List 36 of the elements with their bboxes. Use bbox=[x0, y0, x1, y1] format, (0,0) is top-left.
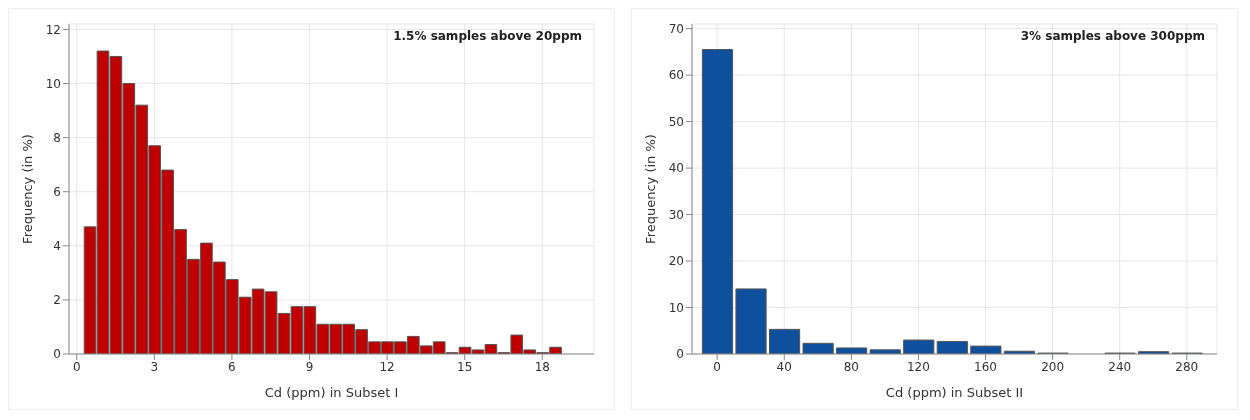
x-tick-label: 0 bbox=[713, 359, 721, 374]
y-tick-label: 12 bbox=[45, 22, 61, 37]
y-tick-label: 4 bbox=[53, 239, 61, 254]
y-tick-label: 10 bbox=[668, 300, 684, 315]
x-tick-label: 240 bbox=[1108, 359, 1132, 374]
y-tick-label: 20 bbox=[668, 254, 684, 269]
y-axis-title: Frequency (in %) bbox=[19, 134, 35, 244]
x-tick-label: 9 bbox=[305, 359, 314, 374]
x-tick-label: 6 bbox=[228, 359, 236, 374]
x-tick-label: 18 bbox=[534, 359, 550, 374]
x-tick-label: 280 bbox=[1175, 359, 1199, 374]
y-tick-label: 8 bbox=[53, 130, 61, 145]
x-tick-label: 80 bbox=[843, 359, 859, 374]
y-tick-label: 0 bbox=[53, 347, 61, 362]
x-tick-label: 3 bbox=[150, 359, 159, 374]
x-axis-title: Cd (ppm) in Subset I bbox=[264, 385, 399, 400]
y-tick-label: 0 bbox=[676, 347, 684, 362]
x-tick-label: 200 bbox=[1041, 359, 1065, 374]
x-tick-label: 160 bbox=[974, 359, 997, 374]
y-tick-label: 30 bbox=[668, 207, 684, 222]
x-axis-title: Cd (ppm) in Subset II bbox=[885, 385, 1024, 400]
y-tick-label: 50 bbox=[668, 114, 684, 129]
y-tick-label: 10 bbox=[45, 76, 61, 91]
x-tick-label: 12 bbox=[379, 359, 395, 374]
annotation: 3% samples above 300ppm bbox=[1020, 29, 1205, 43]
y-axis-title: Frequency (in %) bbox=[642, 134, 658, 244]
y-tick-label: 60 bbox=[668, 68, 684, 83]
y-tick-label: 40 bbox=[668, 161, 684, 176]
x-tick-label: 40 bbox=[776, 359, 792, 374]
y-tick-label: 2 bbox=[53, 293, 61, 308]
x-tick-label: 15 bbox=[457, 359, 473, 374]
annotation: 1.5% samples above 20ppm bbox=[393, 29, 582, 43]
y-tick-label: 6 bbox=[53, 184, 61, 199]
x-tick-label: 120 bbox=[906, 359, 930, 374]
y-tick-label: 70 bbox=[668, 21, 684, 36]
x-tick-label: 0 bbox=[72, 359, 81, 374]
